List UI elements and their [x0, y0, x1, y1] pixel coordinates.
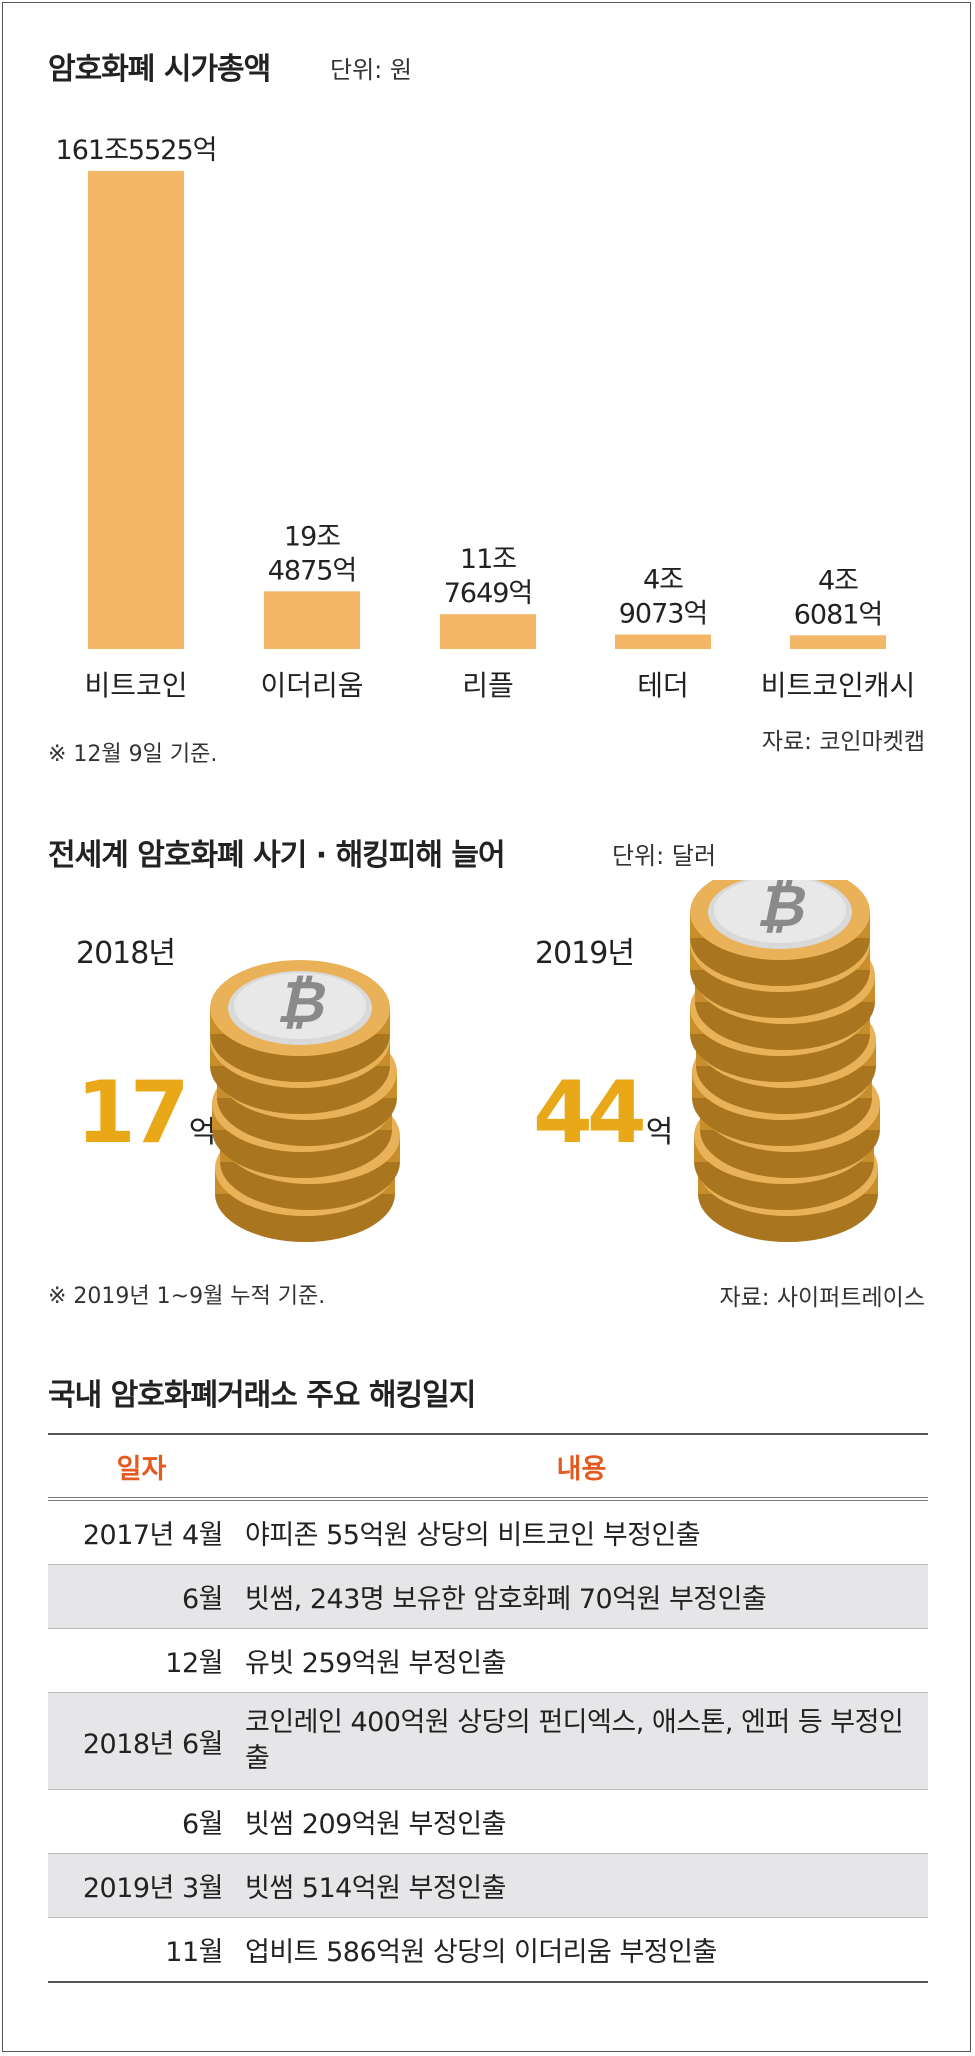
row-content: 빗썸, 243명 보유한 암호화폐 70억원 부정인출	[235, 1564, 928, 1629]
row-content: 업비트 586억원 상당의 이더리움 부정인출	[235, 1917, 928, 1983]
bitcoin-icon	[690, 880, 870, 986]
value-2018: 17 억	[76, 1070, 216, 1156]
table-header-row: 일자 내용	[48, 1433, 928, 1501]
value-2018-unit: 억	[188, 1115, 217, 1150]
category-label: 이더리움	[260, 669, 363, 702]
bar-value-label: 9073억	[619, 598, 708, 629]
value-2019: 44 억	[533, 1070, 673, 1156]
bar-value-label: 19조	[284, 521, 340, 552]
row-date: 12월	[48, 1628, 235, 1693]
value-2019-number: 44	[533, 1063, 647, 1163]
header-date: 일자	[48, 1433, 235, 1501]
row-content: 유빗 259억원 부정인출	[235, 1628, 928, 1693]
coin-stack-2019	[690, 880, 880, 1242]
table-row: 2018년 6월 코인레인 400억원 상당의 펀디엑스, 애스톤, 엔퍼 등 …	[48, 1692, 928, 1790]
bar-value-label: 11조	[460, 544, 516, 575]
row-content: 코인레인 400억원 상당의 펀디엑스, 애스톤, 엔퍼 등 부정인출	[235, 1692, 928, 1790]
section1-source: 자료: 코인마켓캡	[761, 729, 925, 755]
row-date: 2017년 4월	[48, 1499, 235, 1565]
bar-1	[264, 591, 360, 649]
section1-note: ※ 12월 9일 기준.	[48, 742, 218, 767]
hacking-log-table: 일자 내용 2017년 4월 야피존 55억원 상당의 비트코인 부정인출 6월…	[48, 1433, 928, 1983]
row-content: 빗썸 514억원 부정인출	[235, 1853, 928, 1918]
section2-source: 자료: 사이퍼트레이스	[719, 1285, 925, 1311]
year-2018-label: 2018년	[76, 936, 176, 971]
category-label: 테더	[637, 669, 689, 702]
bar-value-label: 6081억	[794, 599, 883, 630]
header-content: 내용	[235, 1433, 928, 1501]
bitcoin-icon	[210, 960, 390, 1082]
bar-value-label: 161조5525억	[56, 135, 217, 166]
row-date: 2019년 3월	[48, 1853, 235, 1918]
bar-value-label: 4875억	[268, 555, 357, 586]
bar-0	[88, 171, 184, 649]
year-2019-label: 2019년	[535, 936, 635, 971]
category-label: 리플	[462, 669, 514, 702]
bar-3	[615, 634, 711, 649]
row-content: 빗썸 209억원 부정인출	[235, 1789, 928, 1854]
category-label: 비트코인캐시	[761, 669, 916, 702]
section2-unit: 단위: 달러	[612, 842, 717, 870]
value-2018-number: 17	[76, 1063, 190, 1163]
bar-2	[440, 614, 536, 649]
table-row: 2017년 4월 야피존 55억원 상당의 비트코인 부정인출	[48, 1499, 928, 1565]
bar-value-label: 4조	[818, 565, 858, 596]
coin-stacks-illustration: ₿	[210, 880, 880, 1242]
row-date: 2018년 6월	[48, 1692, 235, 1790]
table-row: 11월 업비트 586억원 상당의 이더리움 부정인출	[48, 1917, 928, 1983]
row-date: 6월	[48, 1789, 235, 1854]
section1-title: 암호화폐 시가총액	[48, 52, 271, 87]
section2-title: 전세계 암호화폐 사기 · 해킹피해 늘어	[48, 838, 506, 873]
bar-value-label: 7649억	[444, 578, 533, 609]
value-2019-unit: 억	[645, 1115, 674, 1150]
table-row: 6월 빗썸 209억원 부정인출	[48, 1789, 928, 1854]
category-label: 비트코인	[84, 669, 187, 702]
bar-value-label: 4조	[643, 564, 683, 595]
row-content: 야피존 55억원 상당의 비트코인 부정인출	[235, 1499, 928, 1565]
coin-stack-2018	[210, 960, 400, 1242]
section1-unit: 단위: 원	[330, 56, 412, 84]
market-cap-bar-chart: 161조5525억비트코인19조4875억이더리움11조7649억리플4조907…	[56, 135, 916, 702]
bar-4	[790, 635, 886, 649]
table-row: 2019년 3월 빗썸 514억원 부정인출	[48, 1853, 928, 1918]
row-date: 11월	[48, 1917, 235, 1983]
table-row: 12월 유빗 259억원 부정인출	[48, 1628, 928, 1693]
section2-note: ※ 2019년 1~9월 누적 기준.	[48, 1284, 326, 1309]
table-row: 6월 빗썸, 243명 보유한 암호화폐 70억원 부정인출	[48, 1564, 928, 1629]
row-date: 6월	[48, 1564, 235, 1629]
section3-title: 국내 암호화폐거래소 주요 해킹일지	[48, 1378, 476, 1413]
